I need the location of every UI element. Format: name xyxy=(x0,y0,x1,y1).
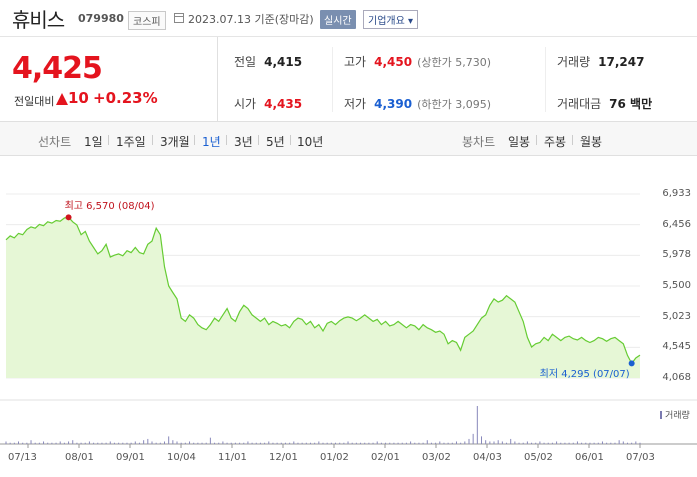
x-tick-label: 03/02 xyxy=(422,452,451,463)
stock-header: 휴비스 079980 코스피 2023.07.13 기준(장마감) 실시간 기업… xyxy=(0,0,697,37)
y-tick-label: 6,456 xyxy=(662,218,691,230)
separator xyxy=(152,135,153,145)
diff-label: 전일대비 xyxy=(14,95,55,108)
x-tick-label: 06/01 xyxy=(575,452,604,463)
prev-close-label: 전일 xyxy=(234,55,257,69)
open-value: 4,435 xyxy=(264,97,303,111)
amount-stat: 거래대금 76 백만 xyxy=(557,95,652,112)
prev-close-stat: 전일 4,415 xyxy=(234,53,302,70)
up-arrow-icon xyxy=(56,93,68,105)
candle-monthly[interactable]: 월봉 xyxy=(580,135,603,149)
period-selector: 선차트 1일 1주일 3개월 1년 3년 5년 10년 봉차트 일봉 주봉 월봉 xyxy=(0,122,697,156)
open-stat: 시가 4,435 xyxy=(234,95,302,112)
separator xyxy=(226,135,227,145)
chart-canvas xyxy=(0,193,697,448)
separator xyxy=(108,135,109,145)
line-chart-label: 선차트 xyxy=(38,135,72,149)
price-summary: 4,425 전일대비 10 +0.23% 전일 4,415 시가 4,435 고가 4… xyxy=(0,37,697,122)
separator xyxy=(290,135,291,145)
low-stat: 저가 4,390 (하한가 3,095) xyxy=(344,95,491,112)
lower-limit: (하한가 3,095) xyxy=(417,98,491,111)
separator xyxy=(536,135,537,145)
x-tick-label: 11/01 xyxy=(218,452,247,463)
price-area xyxy=(6,217,640,378)
period-5y[interactable]: 5년 xyxy=(266,135,285,149)
period-1y[interactable]: 1년 xyxy=(202,135,221,149)
x-tick-label: 07/13 xyxy=(8,452,37,463)
low-value: 4,390 xyxy=(374,97,413,111)
reference-date: 2023.07.13 기준(장마감) xyxy=(188,13,314,26)
calendar-icon xyxy=(174,13,184,23)
candle-daily[interactable]: 일봉 xyxy=(508,135,531,149)
low-marker xyxy=(628,360,635,367)
price-chart[interactable]: 최고 6,570 (08/04) 최저 4,295 (07/07) 거래량 6,… xyxy=(0,156,697,477)
diff-value: 10 xyxy=(68,89,89,107)
high-annotation: 최고 6,570 (08/04) xyxy=(64,201,155,213)
period-3m[interactable]: 3개월 xyxy=(160,135,190,149)
company-info-dropdown[interactable]: 기업개요 ▾ xyxy=(363,10,418,29)
divider xyxy=(545,47,546,112)
separator xyxy=(258,135,259,145)
y-tick-label: 5,978 xyxy=(662,249,691,261)
volume-label: 거래량 xyxy=(557,55,591,69)
amount-value: 76 백만 xyxy=(609,97,653,111)
x-tick-label: 05/02 xyxy=(524,452,553,463)
low-label: 저가 xyxy=(344,97,367,111)
divider xyxy=(332,47,333,112)
low-annotation: 최저 4,295 (07/07) xyxy=(539,369,630,381)
volume-legend: 거래량 xyxy=(660,408,690,421)
y-tick-label: 4,068 xyxy=(662,372,691,383)
volume-value: 17,247 xyxy=(598,55,645,69)
period-3y[interactable]: 3년 xyxy=(234,135,253,149)
y-tick-label: 5,023 xyxy=(662,310,691,322)
candle-chart-label: 봉차트 xyxy=(462,135,496,149)
x-tick-label: 01/02 xyxy=(320,452,349,463)
high-stat: 고가 4,450 (상한가 5,730) xyxy=(344,53,491,70)
separator xyxy=(572,135,573,145)
y-tick-label: 4,545 xyxy=(662,341,691,353)
volume-stat: 거래량 17,247 xyxy=(557,53,644,70)
period-10y[interactable]: 10년 xyxy=(297,135,324,149)
period-1d[interactable]: 1일 xyxy=(84,135,103,149)
x-tick-label: 07/03 xyxy=(626,452,655,463)
amount-label: 거래대금 xyxy=(557,97,602,111)
market-badge: 코스피 xyxy=(128,11,166,30)
separator xyxy=(194,135,195,145)
prev-close-value: 4,415 xyxy=(264,55,303,69)
x-tick-label: 04/03 xyxy=(473,452,502,463)
diff-rate: +0.23% xyxy=(93,89,158,107)
high-marker xyxy=(65,214,72,221)
x-tick-label: 08/01 xyxy=(65,452,94,463)
x-tick-label: 02/01 xyxy=(371,452,400,463)
y-tick-label: 6,933 xyxy=(662,188,691,199)
upper-limit: (상한가 5,730) xyxy=(417,56,491,69)
high-value: 4,450 xyxy=(374,55,413,69)
current-price-box: 4,425 전일대비 10 +0.23% xyxy=(0,37,218,122)
x-tick-label: 10/04 xyxy=(167,452,196,463)
current-price: 4,425 xyxy=(12,51,103,86)
x-tick-label: 12/01 xyxy=(269,452,298,463)
x-tick-label: 09/01 xyxy=(116,452,145,463)
candle-weekly[interactable]: 주봉 xyxy=(544,135,567,149)
stock-code: 079980 xyxy=(78,12,124,25)
y-tick-label: 5,500 xyxy=(662,280,691,291)
high-label: 고가 xyxy=(344,55,367,69)
open-label: 시가 xyxy=(234,97,257,111)
stock-name: 휴비스 xyxy=(12,8,65,32)
price-line xyxy=(5,216,641,365)
period-1w[interactable]: 1주일 xyxy=(116,135,146,149)
realtime-button[interactable]: 실시간 xyxy=(320,10,356,29)
